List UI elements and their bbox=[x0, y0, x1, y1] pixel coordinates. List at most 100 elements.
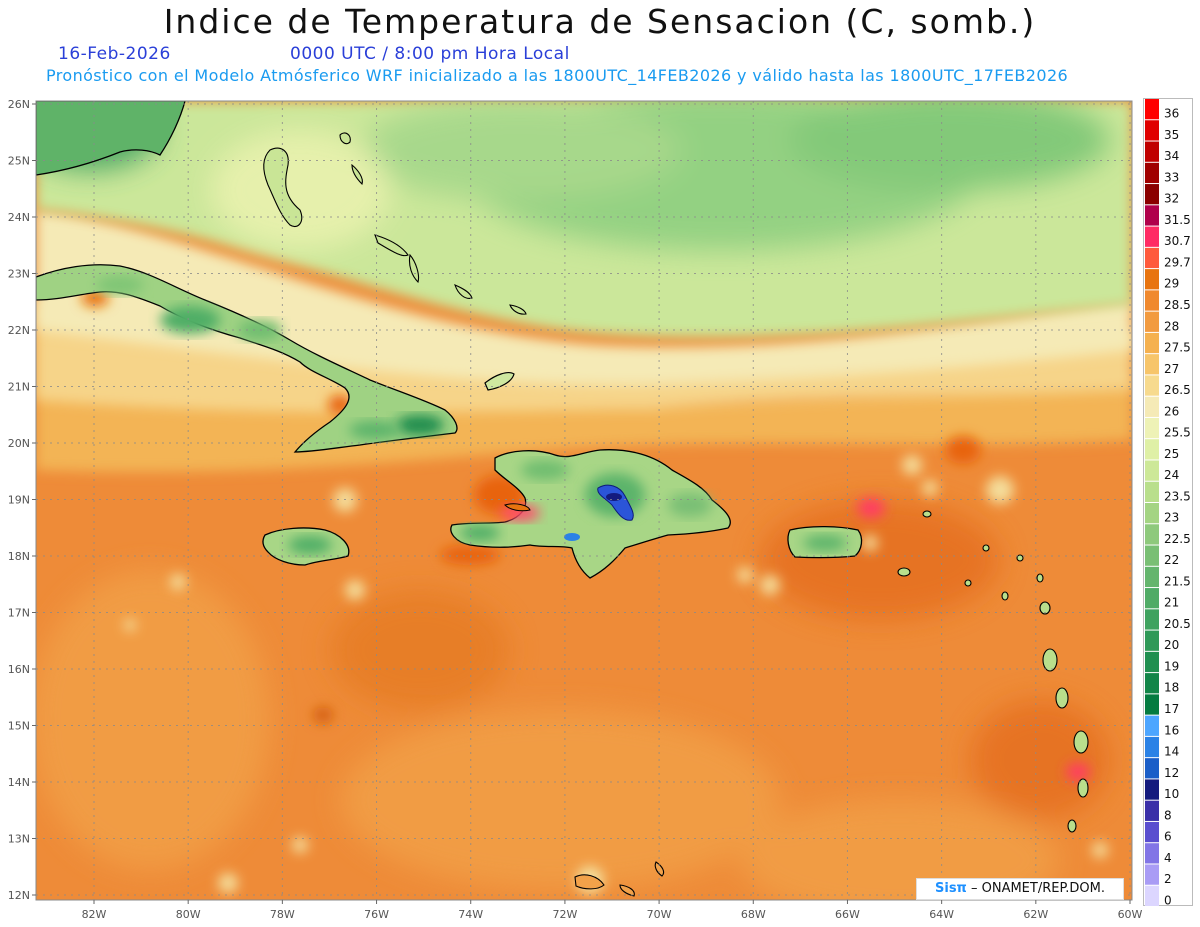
legend-label: 20.5 bbox=[1164, 617, 1191, 631]
lon-label: 72W bbox=[552, 908, 577, 921]
lon-label: 82W bbox=[82, 908, 107, 921]
legend-label: 19 bbox=[1164, 659, 1179, 673]
legend-label: 22.5 bbox=[1164, 532, 1191, 546]
legend-swatch bbox=[1145, 758, 1159, 779]
legend-swatch bbox=[1145, 375, 1159, 396]
legend-swatch bbox=[1145, 290, 1159, 311]
legend-label: 17 bbox=[1164, 702, 1179, 716]
legend-label: 25 bbox=[1164, 447, 1179, 461]
hispaniola bbox=[450, 449, 731, 579]
lon-label: 64W bbox=[929, 908, 954, 921]
legend-swatch bbox=[1145, 524, 1159, 545]
lat-label: 18N bbox=[8, 550, 30, 563]
lon-label: 80W bbox=[176, 908, 201, 921]
model-subtitle: Pronóstico con el Modelo Atmósferico WRF… bbox=[46, 66, 1069, 85]
legend-label: 24 bbox=[1164, 468, 1179, 482]
legend-swatch bbox=[1145, 651, 1159, 673]
credit-text: – ONAMET/REP.DOM. bbox=[966, 881, 1105, 896]
legend-label: 22 bbox=[1164, 553, 1179, 567]
legend-label: 4 bbox=[1164, 851, 1172, 865]
legend-label: 8 bbox=[1164, 808, 1172, 822]
lon-label: 68W bbox=[741, 908, 766, 921]
graticule bbox=[36, 101, 1132, 900]
legend-label: 27 bbox=[1164, 362, 1179, 376]
lon-label: 70W bbox=[647, 908, 672, 921]
legend-label: 25.5 bbox=[1164, 426, 1191, 440]
lat-label: 22N bbox=[8, 324, 30, 337]
bahamas bbox=[263, 132, 527, 315]
legend-swatch bbox=[1145, 354, 1159, 375]
lat-label: 23N bbox=[8, 268, 30, 281]
legend-swatch bbox=[1145, 141, 1159, 162]
legend-label: 16 bbox=[1164, 723, 1179, 737]
lat-label: 12N bbox=[8, 889, 30, 902]
color-legend: 363534333231.530.729.72928.52827.52726.5… bbox=[1143, 98, 1193, 906]
legend-label: 2 bbox=[1164, 872, 1172, 886]
legend-swatch bbox=[1145, 481, 1159, 502]
legend-swatch bbox=[1145, 545, 1159, 566]
legend-swatch bbox=[1145, 226, 1159, 247]
legend-swatch bbox=[1145, 460, 1159, 481]
abc-islands bbox=[574, 861, 665, 897]
legend-swatch bbox=[1145, 120, 1159, 141]
legend-label: 28.5 bbox=[1164, 298, 1191, 312]
legend-swatch bbox=[1145, 417, 1159, 439]
lat-label: 19N bbox=[8, 494, 30, 507]
legend-swatch bbox=[1145, 885, 1159, 906]
legend-swatch bbox=[1145, 843, 1159, 864]
lat-label: 17N bbox=[8, 607, 30, 620]
lon-label: 62W bbox=[1023, 908, 1048, 921]
legend-label: 27.5 bbox=[1164, 341, 1191, 355]
florida bbox=[36, 101, 186, 176]
legend-label: 33 bbox=[1164, 170, 1179, 184]
lat-label: 20N bbox=[8, 437, 30, 450]
credit-brand: Sisπ bbox=[935, 881, 967, 896]
legend-label: 28 bbox=[1164, 319, 1179, 333]
forecast-date: 16-Feb-2026 bbox=[58, 44, 171, 64]
legend-swatch bbox=[1145, 630, 1159, 651]
legend-swatch bbox=[1145, 439, 1159, 460]
forecast-time: 0000 UTC / 8:00 pm Hora Local bbox=[290, 44, 570, 64]
legend-label: 35 bbox=[1164, 128, 1179, 142]
legend-swatch bbox=[1145, 332, 1159, 354]
lat-label: 16N bbox=[8, 663, 30, 676]
puerto-rico bbox=[787, 525, 863, 559]
map-title: Indice de Temperatura de Sensacion (C, s… bbox=[163, 2, 1037, 41]
legend-label: 30.7 bbox=[1164, 234, 1191, 248]
lat-label: 21N bbox=[8, 381, 30, 394]
lat-label: 26N bbox=[8, 98, 30, 111]
legend-label: 29 bbox=[1164, 277, 1179, 291]
legend-swatch bbox=[1145, 715, 1159, 736]
legend-label: 10 bbox=[1164, 787, 1179, 801]
legend-label: 6 bbox=[1164, 830, 1172, 844]
legend-swatch bbox=[1145, 503, 1159, 524]
legend-swatch bbox=[1145, 99, 1159, 120]
axis-labels: 26N 25N 24N 23N 22N 21N 20N 19N 18N 17N 16N 15N 14N 1… bbox=[8, 98, 1143, 921]
legend-swatch bbox=[1145, 821, 1159, 843]
credit-box: Sisπ – ONAMET/REP.DOM. bbox=[916, 878, 1124, 900]
legend-swatch bbox=[1145, 396, 1159, 417]
legend-swatch bbox=[1145, 162, 1159, 184]
lat-label: 24N bbox=[8, 211, 30, 224]
lon-label: 78W bbox=[270, 908, 295, 921]
legend-swatch bbox=[1145, 609, 1159, 630]
lesser-antilles bbox=[897, 510, 1089, 833]
legend-label: 0 bbox=[1164, 893, 1172, 906]
legend-label: 20 bbox=[1164, 638, 1179, 652]
legend-swatch bbox=[1145, 779, 1159, 800]
legend-swatch bbox=[1145, 566, 1159, 588]
plot-frame bbox=[35, 100, 1133, 901]
legend-label: 21 bbox=[1164, 596, 1179, 610]
legend-label: 29.7 bbox=[1164, 255, 1191, 269]
legend-label: 32 bbox=[1164, 192, 1179, 206]
legend-swatch bbox=[1145, 694, 1159, 715]
legend-label: 26 bbox=[1164, 404, 1179, 418]
lat-label: 14N bbox=[8, 776, 30, 789]
legend-swatch bbox=[1145, 184, 1159, 205]
lon-label: 74W bbox=[458, 908, 483, 921]
legend-swatch bbox=[1145, 269, 1159, 290]
legend-swatch bbox=[1145, 311, 1159, 332]
legend-label: 23 bbox=[1164, 511, 1179, 525]
legend-swatch bbox=[1145, 800, 1159, 821]
